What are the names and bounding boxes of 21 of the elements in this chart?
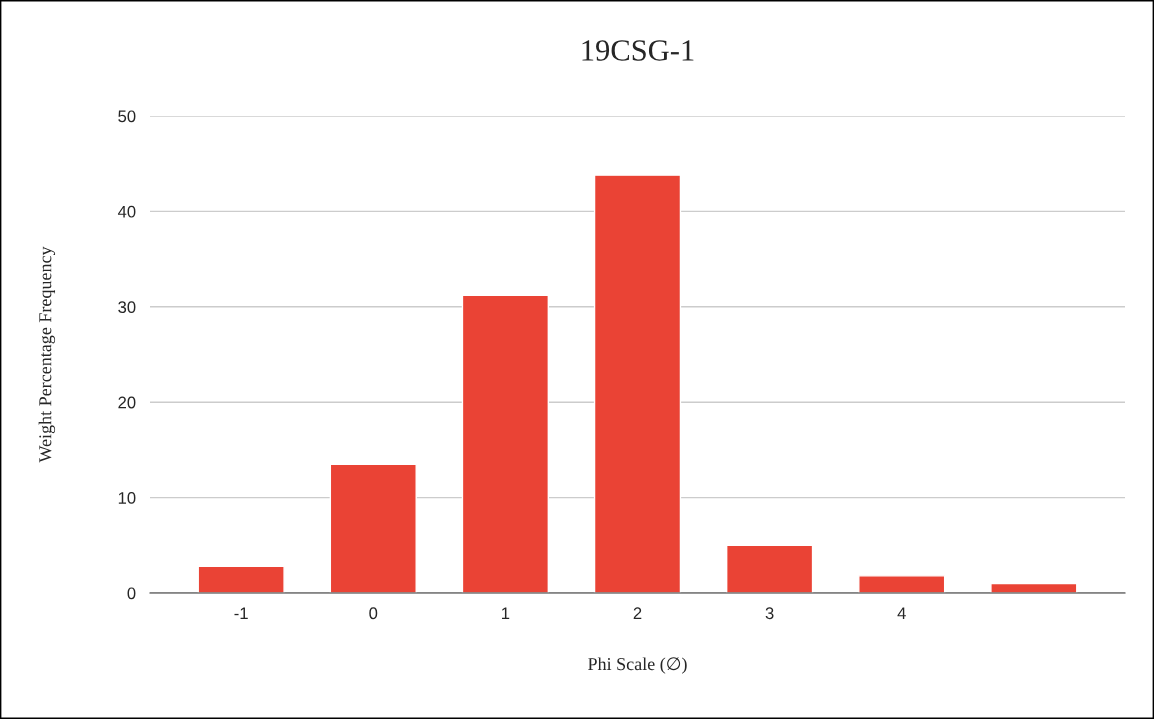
bar [593,174,682,593]
x-tick-label: 4 [897,607,906,619]
x-tick-label: 0 [369,607,378,620]
y-tick-label: 20 [118,396,136,409]
x-tick-label: 1 [502,607,510,619]
y-tick-label: 40 [117,205,136,218]
bar [725,544,814,593]
y-tick-label: 10 [118,492,136,504]
bar [461,294,550,593]
chart-title: 19CSG-1 [582,40,694,61]
bar [197,565,285,593]
bar [329,463,417,593]
y-axis-title: Weight Percentage Frequency [38,246,56,463]
x-axis-title: Phi Scale (∅) [588,657,687,674]
x-tick-label: 2 [633,607,642,619]
y-tick-label: 30 [118,301,136,313]
y-tick-label: 50 [118,110,136,123]
y-tick-label: 0 [127,587,136,600]
x-tick-label: 3 [765,607,774,620]
x-tick-label: -1 [234,607,248,619]
bar [858,575,946,593]
